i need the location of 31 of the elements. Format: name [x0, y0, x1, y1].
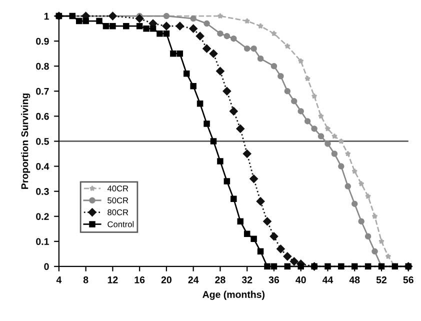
legend-label: 50CR	[108, 197, 128, 204]
x-tick-label: 28	[215, 276, 226, 284]
y-tick-label: 0.1	[36, 238, 49, 246]
y-tick-label: 0.6	[36, 112, 49, 120]
x-tick-label: 8	[83, 276, 88, 284]
y-tick-label: 0.7	[36, 88, 49, 95]
x-tick-label: 4	[56, 276, 62, 284]
x-tick-label: 20	[161, 276, 172, 284]
x-tick-label: 24	[188, 276, 199, 284]
y-tick-label: 0	[44, 263, 49, 270]
y-tick-label: 0.9	[36, 38, 49, 45]
y-tick-label: 0.2	[36, 213, 49, 220]
x-axis-title: Age (months)	[202, 290, 264, 300]
legend-label: Control	[108, 221, 134, 228]
y-axis-title: Proportion Surviving	[21, 94, 30, 189]
x-tick-label: 16	[134, 276, 145, 284]
x-tick-label: 40	[296, 276, 306, 284]
x-tick-label: 52	[376, 276, 387, 284]
y-tick-label: 0.4	[36, 163, 50, 170]
y-tick-label: 0.5	[36, 138, 49, 145]
x-tick-label: 12	[108, 276, 118, 284]
y-tick-label: 0.3	[36, 188, 49, 195]
y-tick-label: 1	[44, 12, 49, 20]
x-tick-label: 56	[403, 276, 414, 284]
y-tick-label: 0.8	[36, 62, 49, 70]
x-tick-label: 44	[322, 276, 334, 284]
x-tick-label: 36	[268, 276, 280, 284]
x-tick-label: 32	[242, 276, 252, 284]
x-tick-label: 48	[349, 276, 360, 284]
legend-label: 80CR	[108, 209, 128, 216]
legend-label: 40CR	[107, 186, 128, 192]
